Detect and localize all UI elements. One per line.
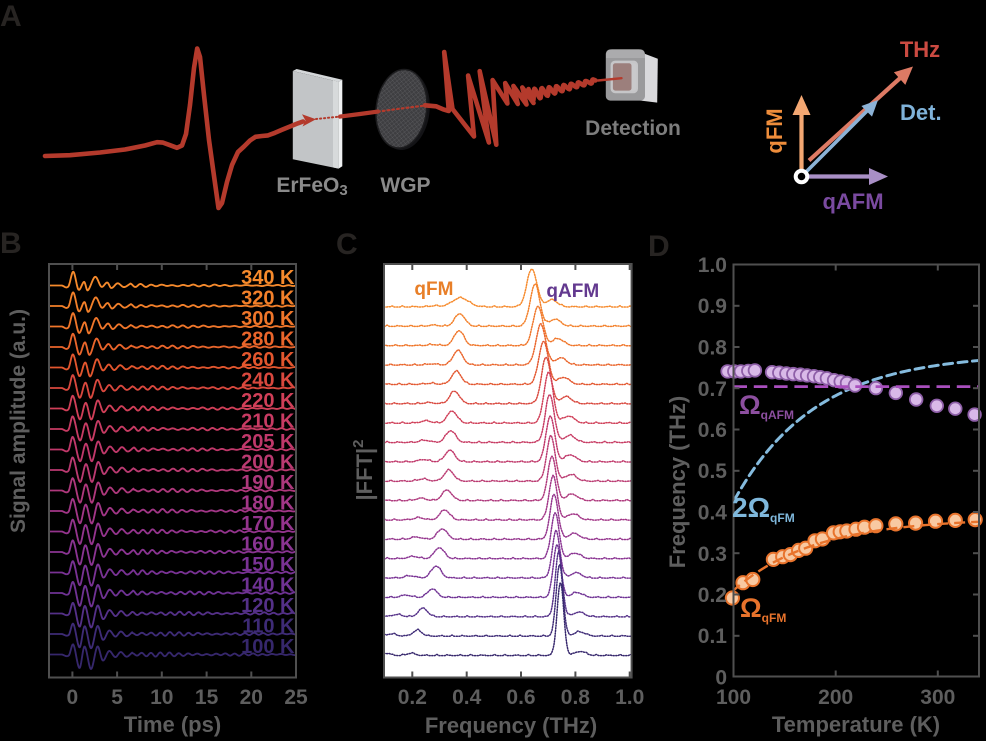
svg-text:qAFM: qAFM bbox=[822, 189, 883, 214]
svg-text:180 K: 180 K bbox=[241, 493, 295, 515]
svg-text:300: 300 bbox=[920, 686, 955, 709]
svg-text:210 K: 210 K bbox=[241, 411, 295, 433]
svg-text:0.2: 0.2 bbox=[698, 584, 727, 607]
svg-text:10: 10 bbox=[150, 686, 173, 709]
svg-text:150 K: 150 K bbox=[241, 554, 295, 576]
svg-text:320 K: 320 K bbox=[241, 288, 295, 310]
svg-text:120 K: 120 K bbox=[241, 595, 295, 617]
svg-text:1.0: 1.0 bbox=[698, 254, 727, 277]
svg-text:B: B bbox=[0, 227, 22, 260]
svg-text:1.0: 1.0 bbox=[615, 686, 644, 709]
svg-text:0: 0 bbox=[715, 667, 727, 690]
svg-text:qFM: qFM bbox=[762, 108, 787, 153]
svg-text:0.1: 0.1 bbox=[698, 625, 728, 648]
svg-text:Temperature (K): Temperature (K) bbox=[772, 712, 940, 737]
svg-text:20: 20 bbox=[240, 686, 263, 709]
svg-text:240 K: 240 K bbox=[241, 370, 295, 392]
svg-text:100 K: 100 K bbox=[241, 636, 295, 658]
svg-text:280 K: 280 K bbox=[241, 329, 295, 351]
svg-text:Signal amplitude (a.u.): Signal amplitude (a.u.) bbox=[7, 309, 30, 533]
svg-text:0: 0 bbox=[67, 686, 79, 709]
svg-text:WGP: WGP bbox=[380, 174, 430, 197]
svg-text:200: 200 bbox=[818, 686, 853, 709]
svg-text:0.4: 0.4 bbox=[698, 502, 728, 525]
svg-text:205 K: 205 K bbox=[241, 431, 295, 453]
svg-text:200 K: 200 K bbox=[241, 452, 295, 474]
svg-text:140 K: 140 K bbox=[241, 575, 295, 597]
svg-text:Frequency (THz): Frequency (THz) bbox=[665, 396, 690, 568]
svg-text:Frequency (THz): Frequency (THz) bbox=[425, 713, 597, 738]
svg-text:Time (ps): Time (ps) bbox=[124, 712, 221, 737]
svg-text:|FFT|2: |FFT|2 bbox=[350, 440, 377, 501]
svg-text:qAFM: qAFM bbox=[546, 281, 599, 302]
svg-text:0.2: 0.2 bbox=[398, 686, 427, 709]
svg-text:D: D bbox=[648, 230, 670, 263]
svg-text:110 K: 110 K bbox=[242, 616, 295, 638]
svg-text:0.4: 0.4 bbox=[452, 686, 482, 709]
svg-text:0.7: 0.7 bbox=[698, 378, 727, 401]
svg-text:15: 15 bbox=[195, 686, 219, 709]
svg-text:340 K: 340 K bbox=[241, 267, 295, 289]
svg-text:0.8: 0.8 bbox=[561, 686, 591, 709]
svg-text:160 K: 160 K bbox=[241, 534, 295, 556]
svg-text:0.6: 0.6 bbox=[506, 686, 535, 709]
svg-text:THz: THz bbox=[900, 37, 940, 62]
svg-text:5: 5 bbox=[111, 686, 123, 709]
svg-text:0.9: 0.9 bbox=[698, 295, 727, 318]
svg-text:A: A bbox=[0, 0, 22, 33]
svg-text:0.8: 0.8 bbox=[698, 337, 728, 360]
svg-text:ErFeO3: ErFeO3 bbox=[276, 174, 347, 199]
svg-text:170 K: 170 K bbox=[241, 513, 295, 535]
svg-text:0.5: 0.5 bbox=[698, 460, 728, 483]
svg-text:25: 25 bbox=[284, 686, 308, 709]
svg-text:190 K: 190 K bbox=[241, 472, 295, 494]
svg-text:Detection: Detection bbox=[585, 117, 681, 140]
svg-text:300 K: 300 K bbox=[241, 308, 295, 330]
svg-text:0.6: 0.6 bbox=[698, 419, 727, 442]
svg-text:260 K: 260 K bbox=[241, 349, 295, 371]
svg-text:220 K: 220 K bbox=[241, 390, 295, 412]
svg-text:100: 100 bbox=[716, 686, 751, 709]
svg-text:0.3: 0.3 bbox=[698, 543, 727, 566]
svg-text:qFM: qFM bbox=[414, 279, 453, 300]
svg-text:Det.: Det. bbox=[900, 100, 942, 125]
svg-text:C: C bbox=[336, 228, 358, 261]
